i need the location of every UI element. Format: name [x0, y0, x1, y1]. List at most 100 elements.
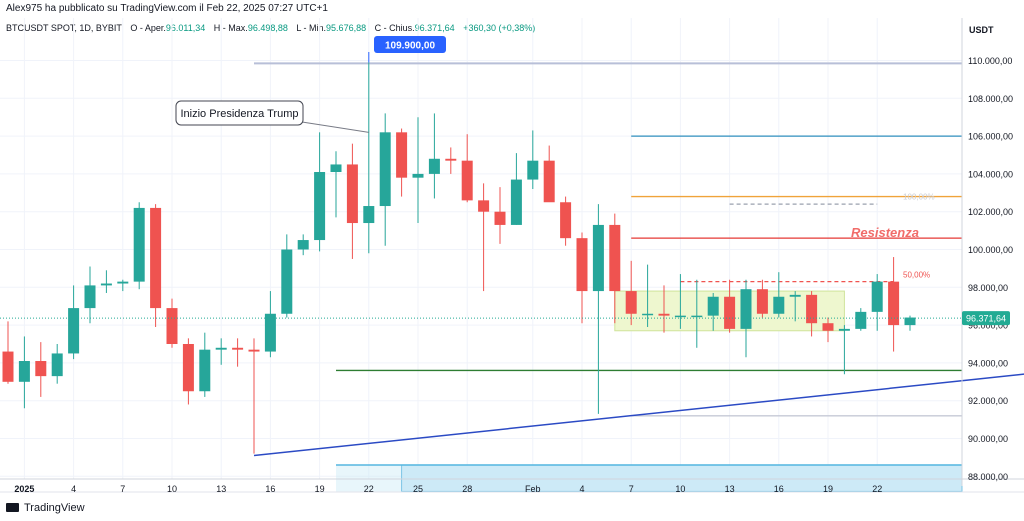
- candle-body: [609, 224, 621, 292]
- overlays: 109.900,00 Inizio Presidenza Trump Resiste…: [175, 36, 935, 280]
- price-tick-label: 106.000,00: [968, 132, 1013, 142]
- candle-body: [855, 311, 867, 329]
- resistance-label: Resistenza: [851, 225, 919, 240]
- candle-body: [264, 313, 276, 352]
- candle-body: [166, 308, 178, 344]
- candle-body: [297, 240, 309, 250]
- date-tick-label: 7: [629, 484, 634, 494]
- tradingview-logo-text: TradingView: [24, 502, 85, 514]
- candle-body: [363, 206, 375, 224]
- date-tick-label: 16: [774, 484, 784, 494]
- candle-body: [888, 281, 900, 326]
- candle-body: [396, 132, 408, 178]
- candle-body: [806, 294, 818, 324]
- candle-body: [84, 285, 96, 309]
- axes: 88.000,00 90.000,00 92.000,00 94.000,00 96.0…: [0, 18, 1024, 494]
- high-badge-text: 109.900,00: [385, 41, 435, 52]
- candle-body: [838, 328, 850, 331]
- candle-body: [346, 164, 358, 224]
- open-label: O - Aper.: [130, 23, 166, 33]
- price-tick-label: 94.000,00: [968, 358, 1008, 368]
- date-tick-label: 22: [364, 484, 374, 494]
- price-tick-label: 104.000,00: [968, 169, 1013, 179]
- date-tick-label: 4: [579, 484, 584, 494]
- high-value: 96.498,88: [247, 23, 288, 33]
- date-tick-label: Feb: [525, 484, 541, 494]
- candle-body: [68, 308, 80, 354]
- date-tick-label: 13: [216, 484, 226, 494]
- candle-body: [756, 289, 768, 314]
- symbol-name[interactable]: BTCUSDT SPOT, 1D, BYBIT: [6, 23, 122, 33]
- candle-body: [527, 160, 539, 180]
- candle-body: [773, 296, 785, 314]
- candle-body: [658, 313, 670, 316]
- price-tick-label: 92.000,00: [968, 396, 1008, 406]
- candle-body: [461, 160, 473, 201]
- price-tick-label: 98.000,00: [968, 283, 1008, 293]
- candle-body: [379, 132, 391, 207]
- price-tick-label: 102.000,00: [968, 207, 1013, 217]
- candle-body: [428, 158, 440, 174]
- candle-body: [314, 172, 326, 241]
- candle-body: [740, 289, 752, 329]
- candle-body: [724, 296, 736, 329]
- candle-body: [789, 294, 801, 297]
- price-tick-label: 88.000,00: [968, 472, 1008, 482]
- date-tick-label: 28: [462, 484, 472, 494]
- candle-body: [100, 283, 112, 286]
- candle-body: [576, 238, 588, 292]
- candle-body: [560, 202, 572, 239]
- date-tick-label: 19: [823, 484, 833, 494]
- candle-body: [281, 249, 293, 314]
- candle-body: [248, 349, 260, 352]
- close-value: 96.371,64: [414, 23, 455, 33]
- date-tick-label: 22: [872, 484, 882, 494]
- candle-body: [182, 344, 194, 392]
- trendline: [253, 373, 1024, 457]
- last-price-badge: [962, 311, 1010, 326]
- candle-body: [51, 353, 63, 377]
- close-label: C - Chius.: [374, 23, 415, 33]
- tradingview-logo-icon: [6, 503, 19, 512]
- date-tick-label: 10: [675, 484, 685, 494]
- candle-body: [35, 361, 47, 377]
- last-price-text: 96.371,64: [966, 314, 1006, 324]
- candle-body: [543, 160, 555, 203]
- candle-body: [215, 347, 227, 350]
- change-value: +360,30 (+0,38%): [463, 23, 536, 33]
- low-value: 95.676,88: [326, 23, 367, 33]
- currency-label: USDT: [969, 25, 994, 35]
- candle-body: [232, 347, 244, 350]
- ohlc-legend: BTCUSDT SPOT, 1D, BYBIT O - Aper.96.011,…: [6, 23, 535, 33]
- candle-body: [674, 315, 686, 318]
- date-tick-label: 7: [120, 484, 125, 494]
- candle-body: [117, 281, 129, 284]
- price-tick-label: 110.000,00: [968, 56, 1012, 66]
- date-tick-label: 4: [71, 484, 76, 494]
- high-label: H - Max.: [213, 23, 248, 33]
- date-tick-label: 19: [315, 484, 325, 494]
- open-value: 96.011,34: [165, 23, 206, 33]
- candle-body: [625, 291, 637, 314]
- candle-body: [642, 313, 654, 316]
- date-tick-label: 10: [167, 484, 177, 494]
- candle-body: [445, 158, 457, 161]
- date-tick-label: 13: [725, 484, 735, 494]
- publisher-line: Alex975 ha pubblicato su TradingView.com…: [6, 3, 328, 14]
- candle-body: [904, 317, 916, 326]
- price-tick-label: 108.000,00: [968, 94, 1013, 104]
- candle-body: [150, 207, 162, 309]
- candle-body: [494, 211, 506, 225]
- tradingview-logo[interactable]: TradingView: [6, 502, 85, 514]
- candle-body: [871, 281, 883, 312]
- candle-body: [133, 207, 145, 282]
- callout-pointer: [301, 121, 369, 133]
- date-tick-label: 16: [265, 484, 275, 494]
- candle-body: [691, 315, 703, 318]
- candle-body: [2, 351, 14, 382]
- candle-body: [412, 173, 424, 178]
- candle-body: [707, 296, 719, 316]
- date-tick-label: 2025: [14, 484, 34, 494]
- fib-50-label: 50,00%: [903, 271, 930, 280]
